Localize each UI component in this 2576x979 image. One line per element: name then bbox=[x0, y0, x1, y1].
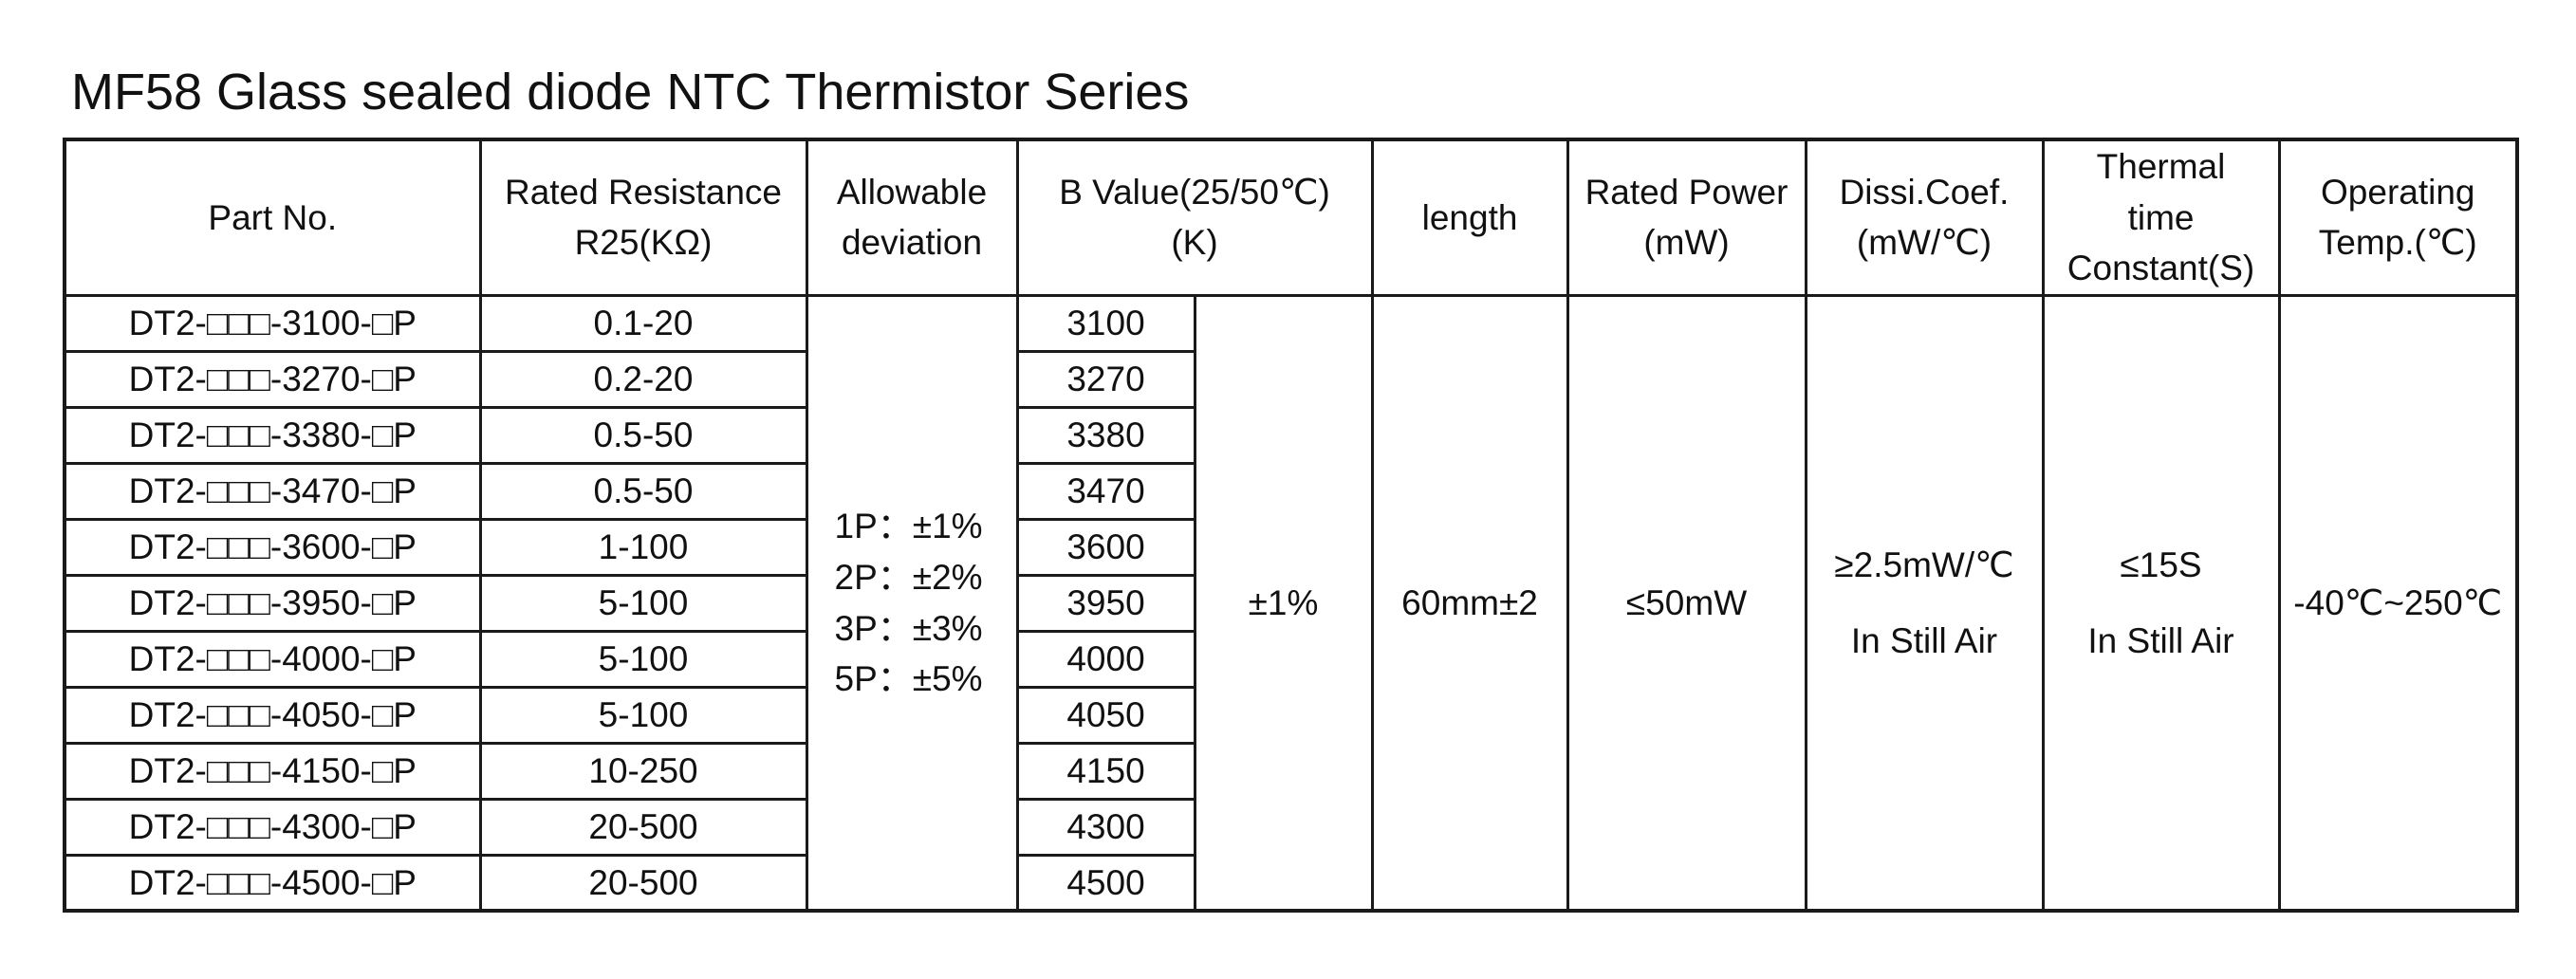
table-cell: DT2-□□□-4300-□P bbox=[63, 797, 482, 857]
table-cell: DT2-□□□-4050-□P bbox=[63, 685, 482, 745]
cell-line: ≥2.5mW/℃ bbox=[1834, 545, 2014, 585]
cell-line: Temp.(℃) bbox=[2318, 223, 2477, 263]
table-cell: DT2-□□□-4000-□P bbox=[63, 629, 482, 689]
thermal-time-cell: ≤15S In Still Air bbox=[2041, 293, 2281, 913]
table-cell: DT2-□□□-3600-□P bbox=[63, 517, 482, 577]
table-cell: DT2-□□□-3380-□P bbox=[63, 405, 482, 465]
table-cell: 0.1-20 bbox=[478, 293, 808, 353]
table-cell: 3100 bbox=[1015, 293, 1196, 353]
cell-line: 2P：±2% bbox=[834, 558, 983, 598]
table-row: DT2-□□□-3470-□P 0.5-50 3470 bbox=[63, 461, 2517, 521]
table-cell: 3950 bbox=[1015, 573, 1196, 633]
table-head: Part No. Rated Resistance R25(KΩ) Allowable… bbox=[63, 138, 2519, 297]
header-cell: Part No. bbox=[63, 138, 482, 297]
cell-line: (mW) bbox=[1643, 223, 1730, 263]
cell-line: Thermal bbox=[2096, 147, 2226, 186]
deviation-cell: 1P：±1% 2P：±2% 3P：±3% 5P：±5% bbox=[805, 293, 1019, 913]
table-cell: 4150 bbox=[1015, 741, 1196, 801]
length-cell: 60mm±2 bbox=[1370, 293, 1569, 913]
cell-line: Rated Resistance bbox=[504, 172, 783, 212]
table-cell: DT2-□□□-4150-□P bbox=[63, 741, 482, 801]
table-cell: 20-500 bbox=[478, 853, 808, 913]
cell-line: In Still Air bbox=[2087, 620, 2234, 660]
cell-line: ≤15S bbox=[2120, 545, 2202, 585]
table-cell: DT2-□□□-3270-□P bbox=[63, 349, 482, 409]
b-tolerance-cell: ±1% bbox=[1193, 293, 1374, 913]
table-cell: 3600 bbox=[1015, 517, 1196, 577]
table-cell: 5-100 bbox=[478, 573, 808, 633]
table-row: DT2-□□□-3100-□P 0.1-20 1P：±1% 2P：±2% 3P：±3% 5… bbox=[63, 293, 2519, 913]
temperature-cell: -40℃~250℃ bbox=[2277, 293, 2519, 913]
table-row: DT2-□□□-3270-□P 0.2-20 3270 bbox=[63, 349, 2517, 409]
table-row: DT2-□□□-4050-□P 5-100 4050 bbox=[63, 685, 2517, 745]
header-row: Part No. Rated Resistance R25(KΩ) Allowable… bbox=[63, 138, 2519, 297]
table-cell: DT2-□□□-3470-□P bbox=[63, 461, 482, 521]
table-row: DT2-□□□-3600-□P 1-100 3600 bbox=[63, 517, 2517, 577]
cell-line: length bbox=[1421, 197, 1518, 237]
power-cell: ≤50mW bbox=[1566, 293, 1807, 913]
cell-line: Rated Power bbox=[1585, 172, 1788, 212]
table-row: DT2-□□□-3380-□P 0.5-50 3380 bbox=[63, 405, 2517, 465]
table-cell: 4000 bbox=[1015, 629, 1196, 689]
cell-line: 3P：±3% bbox=[834, 608, 983, 648]
table-cell: DT2-□□□-3950-□P bbox=[63, 573, 482, 633]
cell-line: R25(KΩ) bbox=[574, 223, 713, 263]
table-cell: 20-500 bbox=[478, 797, 808, 857]
cell-line: Allowable bbox=[836, 172, 988, 212]
table-cell: 10-250 bbox=[478, 741, 808, 801]
header-cell: Rated Resistance R25(KΩ) bbox=[478, 138, 808, 297]
table-cell: DT2-□□□-3100-□P bbox=[63, 293, 482, 353]
table-row: DT2-□□□-4500-□P 20-500 4500 bbox=[63, 853, 2517, 913]
table-cell: 1-100 bbox=[478, 517, 808, 577]
table-row: DT2-□□□-4000-□P 5-100 4000 bbox=[63, 629, 2517, 689]
cell-line: Constant(S) bbox=[2066, 249, 2255, 288]
table-cell: 5-100 bbox=[478, 629, 808, 689]
table-row: DT2-□□□-4300-□P 20-500 4300 bbox=[63, 797, 2517, 857]
table-cell: 4300 bbox=[1015, 797, 1196, 857]
table-row: DT2-□□□-3950-□P 5-100 3950 bbox=[63, 573, 2517, 633]
header-cell: Rated Power (mW) bbox=[1566, 138, 1807, 297]
cell-line: (mW/℃) bbox=[1856, 223, 1992, 263]
cell-line: 5P：±5% bbox=[834, 659, 983, 699]
header-cell: Dissi.Coef. (mW/℃) bbox=[1804, 138, 2045, 297]
header-cell: length bbox=[1370, 138, 1569, 297]
cell-line: Dissi.Coef. bbox=[1839, 172, 2010, 212]
cell-line: Part No. bbox=[208, 197, 338, 237]
table-cell: 5-100 bbox=[478, 685, 808, 745]
table-body: DT2-□□□-3100-□P 0.1-20 1P：±1% 2P：±2% 3P：±3% 5… bbox=[63, 293, 2519, 913]
header-cell: Thermal time Constant(S) bbox=[2041, 138, 2281, 297]
dissipation-cell: ≥2.5mW/℃ In Still Air bbox=[1804, 293, 2045, 913]
cell-line: In Still Air bbox=[1850, 620, 1998, 660]
cell-line: time bbox=[2127, 197, 2195, 237]
table-cell: DT2-□□□-4500-□P bbox=[63, 853, 482, 913]
table-cell: 4050 bbox=[1015, 685, 1196, 745]
table-row: DT2-□□□-4150-□P 10-250 4150 bbox=[63, 741, 2517, 801]
table-cell: 0.2-20 bbox=[478, 349, 808, 409]
cell-line: 1P：±1% bbox=[834, 507, 983, 546]
table-cell: 3380 bbox=[1015, 405, 1196, 465]
table-title: MF58 Glass sealed diode NTC Thermistor S… bbox=[71, 64, 1190, 120]
header-cell: Operating Temp.(℃) bbox=[2277, 138, 2519, 297]
header-cell: B Value(25/50℃) (K) bbox=[1015, 138, 1374, 297]
spacer bbox=[2046, 591, 2276, 616]
header-cell: Allowable deviation bbox=[805, 138, 1019, 297]
spacer bbox=[1808, 591, 2040, 616]
table-cell: 4500 bbox=[1015, 853, 1196, 913]
cell-line: (K) bbox=[1171, 223, 1218, 263]
table-cell: 0.5-50 bbox=[478, 405, 808, 465]
table-cell: 3470 bbox=[1015, 461, 1196, 521]
table-cell: 3270 bbox=[1015, 349, 1196, 409]
cell-line: Operating bbox=[2321, 172, 2475, 212]
cell-line: deviation bbox=[841, 223, 983, 263]
table-cell: 0.5-50 bbox=[478, 461, 808, 521]
spec-table: Part No. Rated Resistance R25(KΩ) Allowable… bbox=[63, 138, 2520, 914]
cell-line: B Value(25/50℃) bbox=[1059, 172, 1330, 212]
